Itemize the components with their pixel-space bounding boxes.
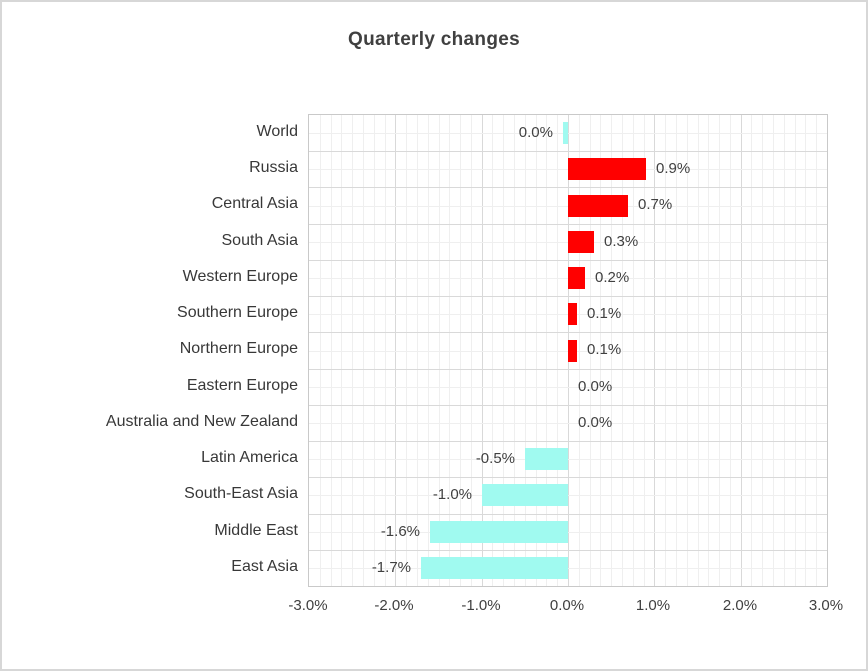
gridline-minor-vertical	[536, 115, 537, 586]
category-label-central-asia: Central Asia	[211, 195, 298, 212]
x-tick-label-1-0: 1.0%	[635, 597, 671, 614]
data-label-western-europe: 0.2%	[595, 269, 630, 286]
gridline-major-horizontal	[309, 151, 827, 152]
gridline-minor-vertical	[514, 115, 515, 586]
gridline-minor-vertical	[751, 115, 752, 586]
category-label-latin-america: Latin America	[201, 449, 298, 466]
data-label-middle-east: -1.6%	[380, 523, 420, 540]
gridline-minor-vertical	[795, 115, 796, 586]
x-tick-label-2-0: -2.0%	[374, 597, 414, 614]
bar-east-asia	[421, 557, 568, 579]
gridline-minor-vertical	[644, 115, 645, 586]
gridline-minor-vertical	[320, 115, 321, 586]
category-label-eastern-europe: Eastern Europe	[186, 377, 298, 394]
gridline-minor-vertical	[784, 115, 785, 586]
plot-area: 0.0% 0.9% 0.7% 0.3% 0.2% 0.1% 0.1% 0.0% 0.0% -0.5…	[308, 114, 828, 587]
gridline-major-horizontal	[309, 224, 827, 225]
data-label-east-asia: -1.7%	[371, 559, 411, 576]
category-label-east-asia: East Asia	[231, 558, 298, 575]
gridline-minor-vertical	[525, 115, 526, 586]
category-label-south-asia: South Asia	[221, 232, 299, 249]
gridline-major-horizontal	[309, 441, 827, 442]
data-label-south-asia: 0.3%	[604, 233, 639, 250]
bar-southern-europe	[568, 303, 577, 325]
data-label-eastern-europe: 0.0%	[578, 378, 613, 395]
category-label-world: World	[256, 123, 299, 140]
gridline-minor-vertical	[557, 115, 558, 586]
data-label-australia-and-new-zealand: 0.0%	[578, 414, 613, 431]
gridline-minor-vertical	[762, 115, 763, 586]
gridline-minor-vertical	[503, 115, 504, 586]
bar-south-asia	[568, 231, 594, 253]
gridline-minor-vertical	[449, 115, 450, 586]
x-tick-label-2-0: 2.0%	[722, 597, 758, 614]
data-label-southern-europe: 0.1%	[587, 305, 622, 322]
gridline-minor-vertical	[719, 115, 720, 586]
bar-world	[563, 122, 568, 144]
chart-title: Quarterly changes	[348, 29, 520, 50]
gridline-minor-vertical	[492, 115, 493, 586]
x-tick-label-3-0: -3.0%	[288, 597, 328, 614]
gridline-minor-vertical	[471, 115, 472, 586]
x-tick-label-0-0: 0.0%	[549, 597, 585, 614]
gridline-minor-vertical	[331, 115, 332, 586]
gridline-minor-vertical	[633, 115, 634, 586]
gridline-minor-vertical	[439, 115, 440, 586]
data-label-south-east-asia: -1.0%	[432, 486, 472, 503]
gridline-major-horizontal	[309, 369, 827, 370]
gridline-minor-vertical	[363, 115, 364, 586]
bar-northern-europe	[568, 340, 577, 362]
gridline-minor-vertical	[730, 115, 731, 586]
gridline-minor-vertical	[352, 115, 353, 586]
category-label-western-europe: Western Europe	[182, 268, 298, 285]
gridline-major-horizontal	[309, 187, 827, 188]
gridline-minor-horizontal	[309, 459, 827, 460]
gridline-minor-horizontal	[309, 495, 827, 496]
gridline-major-horizontal	[309, 260, 827, 261]
gridline-minor-horizontal	[309, 423, 827, 424]
bar-central-asia	[568, 195, 628, 217]
category-label-russia: Russia	[249, 159, 298, 176]
data-label-latin-america: -0.5%	[475, 450, 515, 467]
gridline-minor-vertical	[374, 115, 375, 586]
data-label-russia: 0.9%	[656, 160, 691, 177]
gridline-minor-vertical	[698, 115, 699, 586]
gridline-minor-vertical	[816, 115, 817, 586]
bar-russia	[568, 158, 646, 180]
gridline-minor-horizontal	[309, 133, 827, 134]
bar-western-europe	[568, 267, 585, 289]
gridline-minor-vertical	[773, 115, 774, 586]
data-label-northern-europe: 0.1%	[587, 341, 622, 358]
x-tick-label-3-0: 3.0%	[808, 597, 844, 614]
gridline-major-vertical	[654, 115, 655, 586]
gridline-major-vertical	[741, 115, 742, 586]
gridline-major-horizontal	[309, 405, 827, 406]
gridline-major-vertical	[482, 115, 483, 586]
gridline-minor-vertical	[805, 115, 806, 586]
gridline-major-horizontal	[309, 332, 827, 333]
gridline-major-horizontal	[309, 477, 827, 478]
gridline-minor-vertical	[428, 115, 429, 586]
gridline-minor-vertical	[546, 115, 547, 586]
category-label-northern-europe: Northern Europe	[179, 340, 298, 357]
bar-south-east-asia	[482, 484, 568, 506]
gridline-minor-vertical	[341, 115, 342, 586]
category-label-australia-and-new-zealand: Australia and New Zealand	[105, 413, 298, 430]
gridline-minor-vertical	[460, 115, 461, 586]
bar-middle-east	[430, 521, 568, 543]
gridline-minor-vertical	[622, 115, 623, 586]
gridline-minor-vertical	[708, 115, 709, 586]
data-label-central-asia: 0.7%	[638, 196, 673, 213]
gridline-major-horizontal	[309, 296, 827, 297]
gridline-minor-vertical	[579, 115, 580, 586]
gridline-minor-horizontal	[309, 387, 827, 388]
data-label-world: 0.0%	[518, 124, 553, 141]
bar-latin-america	[525, 448, 568, 470]
category-label-southern-europe: Southern Europe	[177, 304, 298, 321]
category-label-south-east-asia: South-East Asia	[184, 485, 298, 502]
category-label-middle-east: Middle East	[214, 522, 298, 539]
x-tick-label-1-0: -1.0%	[461, 597, 501, 614]
